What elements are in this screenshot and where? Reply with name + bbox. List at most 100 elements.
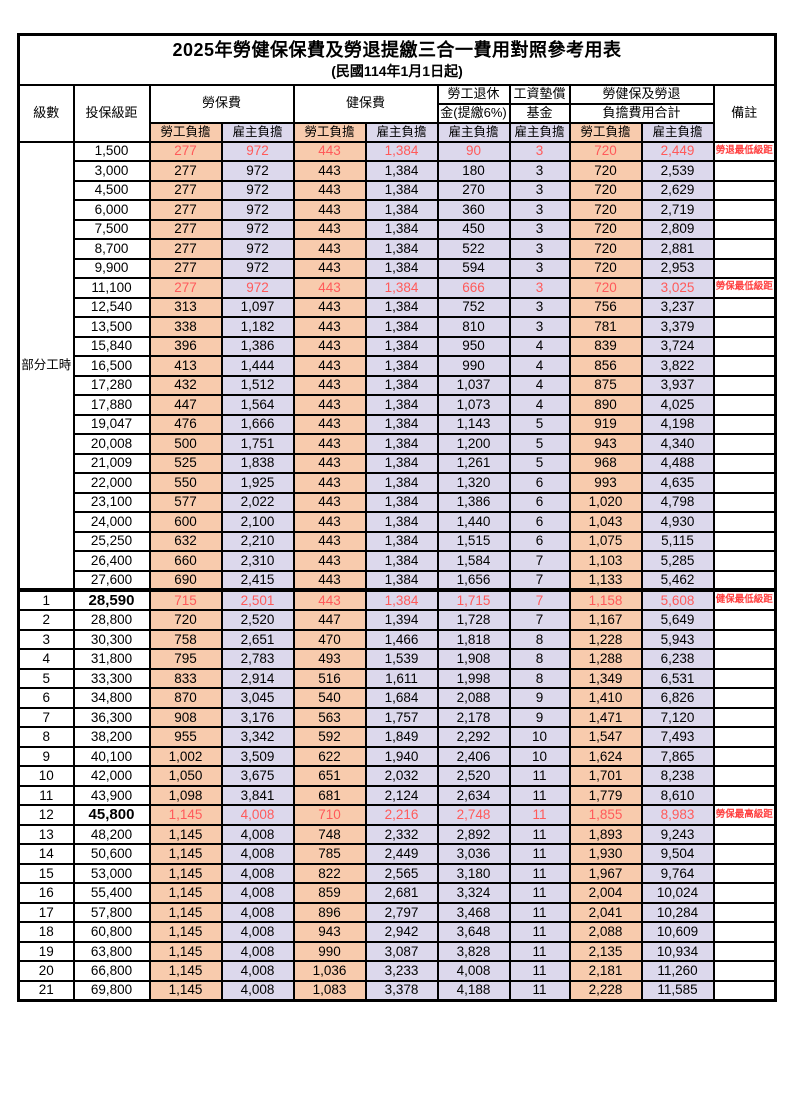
- remark-cell: [712, 609, 777, 631]
- value-cell: 2,634: [436, 784, 511, 807]
- value-cell: 1,384: [364, 472, 439, 494]
- value-cell: 7: [508, 550, 571, 572]
- remark-cell: 勞保最低級距: [712, 277, 777, 299]
- table-row: 8 38,200 955 3,342 592 1,849 2,292 10 1,547 7,493: [17, 726, 777, 748]
- table-row: 11,100 277 972 443 1,384 666 3 720 3,025 勞保最低級距: [19, 277, 777, 299]
- value-cell: 443: [292, 296, 367, 318]
- table-row: 4,500 277 972 443 1,384 270 3 720 2,629: [19, 179, 777, 201]
- value-cell: 443: [292, 355, 367, 377]
- value-cell: 2,216: [364, 804, 439, 826]
- table-row: 5 33,300 833 2,914 516 1,611 1,998 8 1,349 6,531: [17, 667, 777, 690]
- value-cell: 1,145: [148, 882, 223, 904]
- table-row: 24,000 600 2,100 443 1,384 1,440 6 1,043 4,930: [19, 511, 777, 533]
- value-cell: 1,145: [148, 979, 223, 1002]
- remark-cell: [712, 394, 777, 416]
- value-cell: 1,611: [364, 667, 439, 690]
- value-cell: 3,342: [220, 726, 295, 748]
- level-cell: 16: [17, 882, 75, 904]
- value-cell: 651: [292, 765, 367, 787]
- remark-cell: [712, 921, 777, 943]
- level-cell: 10: [17, 765, 75, 787]
- value-cell: 2,088: [436, 687, 511, 709]
- value-cell: 1,145: [148, 862, 223, 885]
- table-row: 19 63,800 1,145 4,008 990 3,087 3,828 11 2,135 10…: [17, 940, 777, 963]
- table-row: 16,500 413 1,444 443 1,384 990 4 856 3,822: [19, 355, 777, 377]
- table-row: 12,540 313 1,097 443 1,384 752 3 756 3,237: [19, 296, 777, 318]
- value-cell: 7,493: [640, 726, 715, 748]
- value-cell: 1,855: [568, 804, 643, 826]
- value-cell: 4,008: [220, 882, 295, 904]
- remark-cell: [712, 452, 777, 474]
- page-title: 2025年勞健保保費及勞退提繳三合一費用對照參考用表: [172, 40, 622, 61]
- value-cell: 9: [508, 706, 571, 729]
- value-cell: 1,384: [364, 491, 439, 513]
- value-cell: 1,384: [364, 296, 439, 318]
- col-header-level: 級數: [17, 83, 75, 143]
- col-header-remark: 備註: [712, 83, 777, 143]
- value-cell: 277: [148, 238, 223, 260]
- value-cell: 1,384: [364, 374, 439, 396]
- level-cell-part-time: 部分工時: [17, 140, 75, 591]
- value-cell: 993: [568, 472, 643, 494]
- value-cell: 592: [292, 726, 367, 748]
- value-cell: 8: [508, 648, 571, 670]
- value-cell: 525: [148, 452, 223, 474]
- table-row: 16 55,400 1,145 4,008 859 2,681 3,324 11 2,004 10…: [17, 882, 777, 904]
- value-cell: 1,002: [148, 745, 223, 768]
- value-cell: 4,008: [220, 823, 295, 846]
- value-cell: 396: [148, 335, 223, 357]
- value-cell: 972: [220, 238, 295, 260]
- value-cell: 1,384: [364, 140, 439, 162]
- value-cell: 1,564: [220, 394, 295, 416]
- value-cell: 90: [436, 140, 511, 162]
- value-cell: 443: [292, 452, 367, 474]
- table-row: 18 60,800 1,145 4,008 943 2,942 3,648 11 2,088 10…: [17, 921, 777, 943]
- value-cell: 4,188: [436, 979, 511, 1002]
- value-cell: 1,143: [436, 413, 511, 435]
- value-cell: 1,715: [436, 587, 511, 612]
- remark-cell: [712, 569, 777, 591]
- value-cell: 1,757: [364, 706, 439, 729]
- table-row: 22,000 550 1,925 443 1,384 1,320 6 993 4,635: [19, 472, 777, 494]
- value-cell: 943: [568, 433, 643, 455]
- table-row: 20 66,800 1,145 4,008 1,036 3,233 4,008 11 2,181…: [17, 960, 777, 982]
- value-cell: 1,779: [568, 784, 643, 807]
- col-header-pension-line2: 金(提繳6%): [436, 102, 511, 124]
- value-cell: 875: [568, 374, 643, 396]
- table-row: 27,600 690 2,415 443 1,384 1,656 7 1,133 5,462: [19, 569, 777, 591]
- value-cell: 5: [508, 413, 571, 435]
- value-cell: 2,332: [364, 823, 439, 846]
- level-cell: 5: [17, 667, 75, 690]
- value-cell: 1,547: [568, 726, 643, 748]
- value-cell: 2,892: [436, 823, 511, 846]
- value-cell: 470: [292, 628, 367, 651]
- remark-cell: [712, 160, 777, 182]
- value-cell: 7: [508, 609, 571, 631]
- remark-cell: [712, 901, 777, 924]
- value-cell: 3,822: [640, 355, 715, 377]
- value-cell: 943: [292, 921, 367, 943]
- value-cell: 2,178: [436, 706, 511, 729]
- value-cell: 443: [292, 374, 367, 396]
- value-cell: 1,043: [568, 511, 643, 533]
- bracket-cell: 8,700: [72, 238, 151, 260]
- value-cell: 4,008: [220, 940, 295, 963]
- value-cell: 600: [148, 511, 223, 533]
- value-cell: 839: [568, 335, 643, 357]
- value-cell: 1,410: [568, 687, 643, 709]
- value-cell: 972: [220, 218, 295, 240]
- value-cell: 919: [568, 413, 643, 435]
- bracket-cell: 3,000: [72, 160, 151, 182]
- value-cell: 6: [508, 530, 571, 552]
- value-cell: 1,288: [568, 648, 643, 670]
- value-cell: 2,748: [436, 804, 511, 826]
- value-cell: 11: [508, 862, 571, 885]
- value-cell: 1,384: [364, 179, 439, 201]
- value-cell: 3,036: [436, 843, 511, 865]
- remark-cell: [712, 979, 777, 1002]
- remark-cell: [712, 550, 777, 572]
- value-cell: 1,930: [568, 843, 643, 865]
- spreadsheet-page: 2025年勞健保保費及勞退提繳三合一費用對照參考用表 (民國114年1月1日起)…: [17, 33, 778, 1002]
- level-cell: 13: [17, 823, 75, 846]
- bracket-cell: 60,800: [72, 921, 151, 943]
